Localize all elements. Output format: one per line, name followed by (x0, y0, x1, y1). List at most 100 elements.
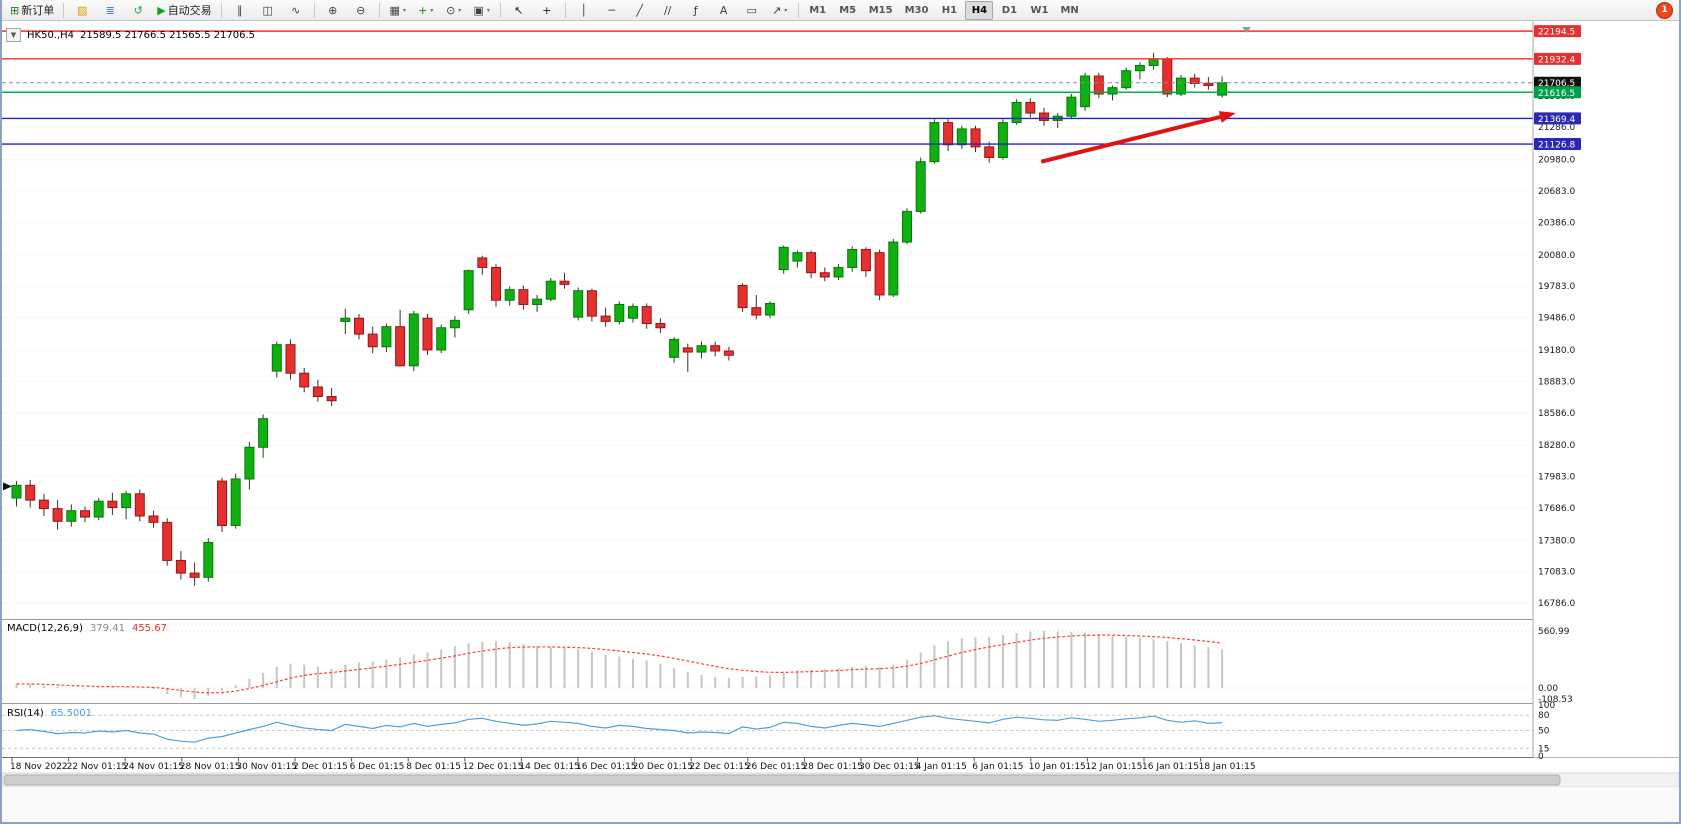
time-label: 22 Dec 01:15 (689, 762, 750, 772)
crosshair-button[interactable]: + (534, 0, 560, 20)
label-button[interactable]: ▭ (739, 0, 765, 20)
candle-body (737, 284, 748, 309)
price-scale-label: 21286.0 (1538, 123, 1575, 133)
fibonacci-button[interactable]: ƒ (683, 0, 709, 20)
bar-chart-button[interactable]: ∥ (227, 0, 253, 20)
price-scale-label: 18883.0 (1538, 377, 1575, 387)
cursor-button[interactable]: ↖ (506, 0, 532, 20)
timeframe-w1-button[interactable]: W1 (1030, 4, 1049, 16)
candle-body (888, 241, 899, 296)
autotrading-button[interactable]: ▶ 自动交易 (153, 0, 215, 20)
candle-body (80, 510, 90, 518)
candle-body (751, 307, 762, 316)
zoom-out-icon: ⊖ (356, 3, 366, 17)
candlestick-chart-button[interactable]: ◫ (255, 0, 281, 20)
zoom-in-button[interactable]: ⊕ (320, 0, 346, 20)
trend-arrow-head[interactable] (1218, 111, 1236, 123)
tile-windows-button[interactable]: ▦ ▾ (385, 0, 411, 20)
candle-body (902, 210, 912, 243)
line-chart-button[interactable]: ∿ (283, 0, 309, 20)
candle-body (682, 347, 693, 353)
time-label: 30 Dec 01:15 (859, 762, 920, 772)
periods-button[interactable]: ⊙ ▾ (441, 0, 467, 20)
candle-body (573, 290, 584, 318)
templates-button[interactable]: ▣ ▾ (469, 0, 495, 20)
candle-body (1203, 82, 1214, 87)
candle-body (312, 386, 323, 397)
arrows-icon: ↗ (772, 3, 782, 17)
candle-body (175, 559, 186, 574)
timeframe-m5-button[interactable]: M5 (839, 4, 857, 16)
candle-body (381, 326, 392, 348)
line-chart-icon: ∿ (291, 3, 301, 17)
candle-body (449, 319, 460, 329)
dropdown-caret-icon: ▾ (402, 6, 406, 14)
candle-body (1189, 77, 1200, 84)
candle-body (997, 122, 1008, 158)
candle-body (806, 252, 817, 274)
candle-body (1217, 82, 1228, 96)
time-label: 14 Dec 01:15 (519, 762, 580, 772)
timeframe-d1-button[interactable]: D1 (1001, 4, 1018, 16)
vertical-line-button[interactable]: │ (571, 0, 597, 20)
autotrading-icon: ▶ (157, 3, 166, 17)
timeframe-m15-button[interactable]: M15 (868, 4, 893, 16)
h-scrollbar-thumb[interactable] (3, 774, 1561, 786)
price-tag-text: 22194.5 (1538, 28, 1575, 38)
toolbar-separator (378, 2, 380, 18)
price-tag-text: 21126.8 (1538, 141, 1575, 151)
dropdown-caret-icon: ▾ (486, 6, 490, 14)
indicators-button[interactable]: + ▾ (413, 0, 439, 20)
timeframe-h4-button[interactable]: H4 (965, 0, 994, 20)
candle-body (874, 252, 885, 296)
timeframe-mn-button[interactable]: MN (1060, 4, 1079, 16)
timeframe-m30-button[interactable]: M30 (904, 4, 929, 16)
time-label: 18 Jan 01:15 (1199, 762, 1256, 772)
trend-arrow-annotation[interactable] (1040, 114, 1221, 164)
templates-icon: ▣ (473, 3, 484, 17)
market-watch-button[interactable]: ≣ (97, 0, 123, 20)
text-button[interactable]: A (711, 0, 737, 20)
candle-body (915, 161, 926, 212)
candle-body (436, 327, 447, 351)
candle-body (463, 270, 474, 311)
channel-button[interactable]: ∕∕ (655, 0, 681, 20)
rsi-scale-label: 0 (1538, 752, 1544, 762)
horizontal-line-button[interactable]: ─ (599, 0, 625, 20)
timeframe-h1-button[interactable]: H1 (941, 4, 958, 16)
candle-body (107, 500, 118, 509)
macd-signal-line (16, 634, 1223, 694)
profiles-button[interactable]: ▨ (69, 0, 95, 20)
navigator-button[interactable]: ↺ (125, 0, 151, 20)
time-label: 10 Jan 01:15 (1029, 762, 1086, 772)
time-label: 22 Nov 01:15 (67, 762, 128, 772)
price-scale-label: 20683.0 (1538, 187, 1575, 197)
fibonacci-icon: ƒ (693, 3, 698, 17)
candle-body (1080, 75, 1091, 108)
candle-body (354, 317, 364, 335)
candle-body (367, 333, 378, 348)
time-label: 18 Nov 2022 (10, 762, 68, 772)
time-label: 16 Jan 01:15 (1142, 762, 1199, 772)
channel-icon: ∕∕ (663, 3, 672, 17)
trendline-button[interactable]: ╱ (627, 0, 653, 20)
candle-body (586, 290, 597, 317)
notification-badge[interactable]: 1 (1656, 1, 1673, 19)
one-click-trading-toggle[interactable]: ▼ (6, 28, 21, 42)
rsi-scale-label: 15 (1538, 744, 1549, 754)
dropdown-caret-icon: ▾ (784, 6, 788, 14)
candle-body (970, 128, 981, 148)
arrows-button[interactable]: ↗ ▾ (767, 0, 793, 20)
candle-body (230, 478, 241, 527)
toolbar-separator (564, 2, 566, 18)
zoom-out-button[interactable]: ⊖ (348, 0, 374, 20)
candle-body (1025, 101, 1036, 114)
text-icon: A (719, 3, 728, 17)
price-scale-label: 20980.0 (1538, 156, 1575, 166)
candle-body (93, 500, 104, 518)
new-order-label: 新订单 (21, 4, 55, 17)
new-order-button[interactable]: ⊞ 新订单 (6, 0, 58, 20)
timeframe-m1-button[interactable]: M1 (809, 4, 827, 16)
candle-body (1093, 75, 1104, 95)
